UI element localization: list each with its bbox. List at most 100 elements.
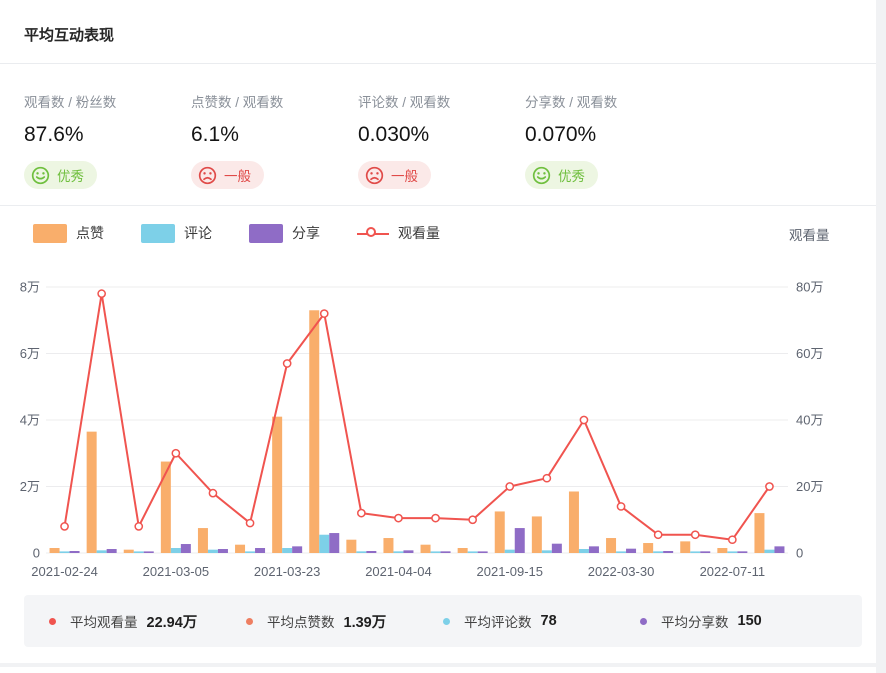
bar-comments[interactable] [504, 549, 515, 553]
bar-comments[interactable] [764, 549, 775, 553]
bar-likes[interactable] [754, 513, 765, 553]
bar-likes[interactable] [680, 541, 691, 553]
views-line-point[interactable] [60, 522, 69, 531]
bar-shares[interactable] [366, 551, 377, 553]
views-line-point[interactable] [579, 415, 589, 425]
bar-comments[interactable] [467, 551, 478, 553]
summary-label: 平均点赞数 [267, 615, 335, 630]
bar-shares[interactable] [403, 550, 414, 553]
bar-shares[interactable] [217, 549, 228, 553]
views-line-point[interactable] [468, 515, 477, 525]
bar-likes[interactable] [568, 491, 579, 553]
bar-comments[interactable] [245, 551, 256, 553]
views-line-point[interactable] [97, 289, 107, 299]
bar-comments[interactable] [616, 551, 627, 553]
bar-shares[interactable] [551, 543, 562, 553]
bar-shares[interactable] [143, 551, 154, 553]
views-line-point[interactable] [505, 482, 515, 491]
bar-shares[interactable] [737, 551, 748, 553]
views-line-point[interactable] [208, 488, 218, 498]
views-line-point[interactable] [728, 535, 737, 545]
bar-likes[interactable] [346, 539, 357, 553]
summary-avg-views: 平均观看量 22.94万 [49, 611, 246, 632]
bar-likes[interactable] [235, 544, 246, 553]
views-line-point[interactable] [431, 513, 440, 523]
bar-comments[interactable] [727, 551, 738, 553]
bar-comments[interactable] [356, 551, 367, 553]
views-line-point[interactable] [282, 359, 292, 368]
bar-shares[interactable] [588, 546, 599, 553]
bar-likes[interactable] [160, 461, 171, 553]
views-line-point[interactable] [616, 502, 626, 511]
summary-avg-likes: 平均点赞数 1.39万 [246, 611, 443, 632]
views-line[interactable] [63, 292, 771, 541]
summary-value: 150 [737, 613, 762, 629]
legend-label: 评论 [184, 225, 212, 241]
views-line-point[interactable] [690, 530, 700, 540]
bar-likes[interactable] [420, 544, 431, 553]
bar-comments[interactable] [319, 534, 330, 553]
bar-comments[interactable] [282, 548, 293, 553]
bar-likes[interactable] [123, 549, 134, 553]
bar-comments[interactable] [653, 551, 664, 553]
chart-section: 点赞 评论 分享 观看量 观看量 [0, 205, 876, 243]
stat-value: 87.6% [24, 123, 84, 146]
bar-likes[interactable] [272, 416, 283, 553]
bar-likes[interactable] [197, 528, 208, 553]
views-line-point[interactable] [245, 518, 255, 528]
bar-comments[interactable] [690, 551, 701, 553]
bar-shares[interactable] [292, 546, 303, 553]
bar-shares[interactable] [626, 548, 637, 553]
bar-comments[interactable] [541, 550, 552, 553]
views-line-point[interactable] [134, 522, 144, 531]
bar-comments[interactable] [207, 549, 218, 553]
stat-value: 0.030% [358, 123, 430, 146]
bar-likes[interactable] [643, 543, 654, 553]
views-line-point[interactable] [171, 448, 181, 458]
bar-likes[interactable] [86, 431, 97, 553]
legend-item-views[interactable]: 观看量 [357, 223, 440, 243]
bar-likes[interactable] [531, 516, 542, 553]
summary-avg-comments: 平均评论数 78 [443, 611, 640, 631]
bar-shares[interactable] [255, 548, 266, 553]
summary-avg-shares: 平均分享数 150 [640, 611, 837, 631]
legend-item-shares[interactable]: 分享 [249, 223, 320, 243]
bar-shares[interactable] [700, 551, 711, 553]
bar-comments[interactable] [133, 551, 144, 553]
views-line-point[interactable] [357, 508, 366, 518]
bar-shares[interactable] [440, 551, 451, 553]
x-axis-label: 2021-04-04 [365, 564, 432, 579]
legend-item-likes[interactable]: 点赞 [33, 223, 104, 243]
bar-shares[interactable] [514, 528, 525, 553]
bar-comments[interactable] [59, 551, 70, 553]
legend-label: 点赞 [76, 225, 104, 241]
bar-likes[interactable] [309, 310, 320, 553]
bar-likes[interactable] [383, 538, 394, 553]
views-line-point[interactable] [319, 309, 329, 318]
bar-shares[interactable] [774, 546, 785, 553]
bar-shares[interactable] [329, 533, 340, 553]
views-line-point[interactable] [765, 482, 774, 491]
bar-likes[interactable] [606, 538, 617, 553]
bar-likes[interactable] [457, 548, 468, 553]
bar-shares[interactable] [106, 549, 117, 553]
bar-shares[interactable] [477, 551, 488, 553]
stat-comments-per-views: 评论数 / 观看数 0.030% 一般 [358, 91, 525, 190]
bar-comments[interactable] [96, 550, 107, 553]
bar-comments[interactable] [170, 548, 181, 553]
bar-likes[interactable] [49, 548, 60, 553]
bar-comments[interactable] [578, 549, 589, 553]
bar-shares[interactable] [663, 551, 674, 553]
views-line-point[interactable] [542, 473, 552, 483]
bar-shares[interactable] [180, 544, 191, 553]
bar-shares[interactable] [69, 551, 80, 553]
legend-item-comments[interactable]: 评论 [141, 223, 212, 243]
bar-comments[interactable] [430, 551, 441, 553]
bar-likes[interactable] [494, 511, 505, 553]
stat-value: 6.1% [191, 123, 239, 146]
views-line-point[interactable] [394, 513, 403, 523]
bar-comments[interactable] [393, 551, 404, 553]
right-axis-tick: 80万 [796, 280, 823, 295]
views-line-point[interactable] [653, 530, 663, 540]
bar-likes[interactable] [717, 548, 728, 553]
